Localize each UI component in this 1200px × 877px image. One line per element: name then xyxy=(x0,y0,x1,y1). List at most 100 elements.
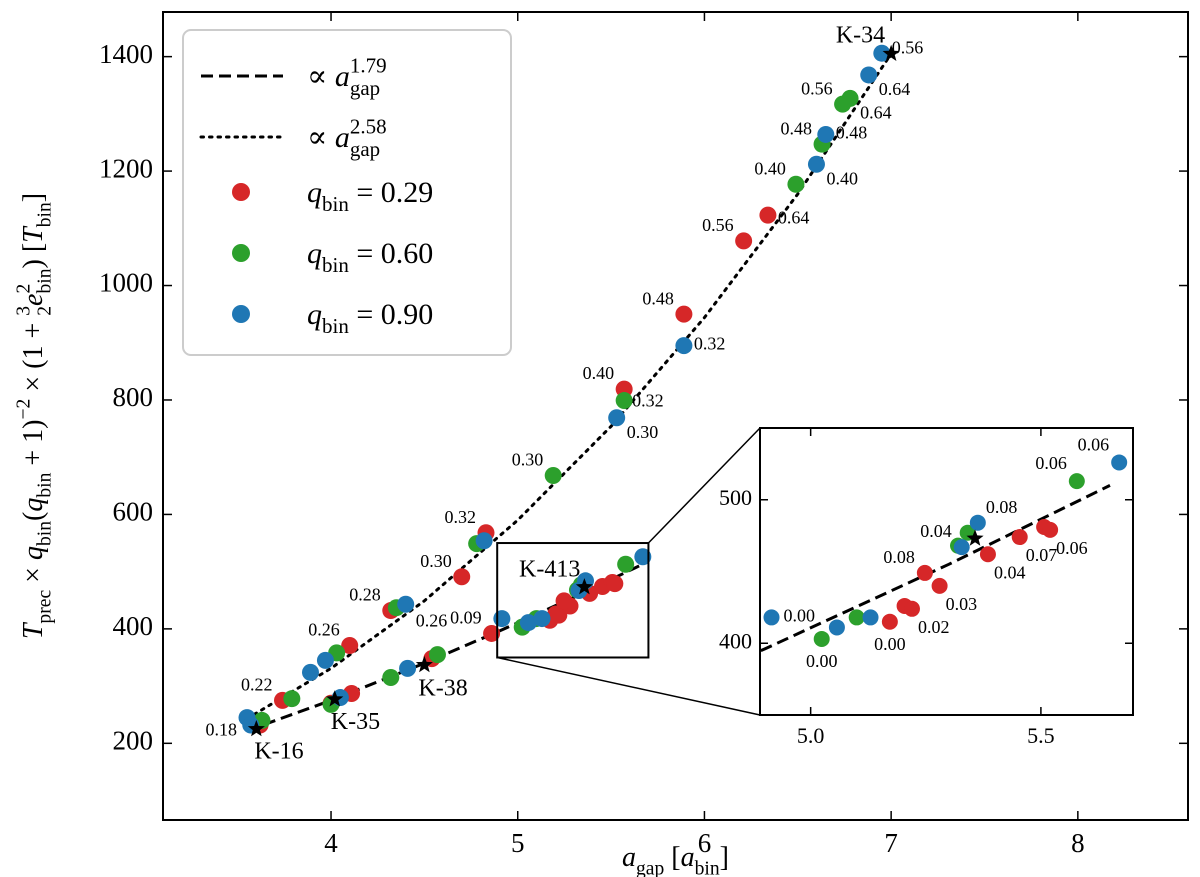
data-point xyxy=(342,825,358,841)
star-label: K-16 xyxy=(254,739,303,765)
data-point xyxy=(903,600,920,617)
point-label: 0.06 xyxy=(1078,435,1110,455)
data-point xyxy=(503,582,519,598)
point-label: 0.64 xyxy=(860,103,892,123)
point-label: 0.28 xyxy=(349,585,381,605)
text-run: = 0.90 xyxy=(349,298,433,331)
point-label: 0.07 xyxy=(1026,545,1058,565)
data-point xyxy=(397,595,415,613)
text-run: × xyxy=(18,560,49,590)
text-run: [ xyxy=(664,842,680,873)
text-run: bin xyxy=(34,268,55,293)
text-run: ∝ xyxy=(307,121,335,154)
y-tick-label: 800 xyxy=(113,382,154,412)
x-tick-label: 4 xyxy=(324,828,338,858)
data-point xyxy=(807,155,825,173)
point-label: 0.02 xyxy=(918,617,950,637)
inset-x-tick-label: 5.5 xyxy=(1027,723,1055,748)
point-label: 0.48 xyxy=(642,288,674,308)
data-point xyxy=(555,592,573,610)
data-point xyxy=(475,532,493,550)
text-run: a xyxy=(622,842,636,873)
data-point xyxy=(720,414,736,430)
data-point xyxy=(763,609,780,626)
text-run: T xyxy=(18,225,49,243)
text-run: bin xyxy=(34,521,55,546)
data-point xyxy=(135,858,151,874)
data-point xyxy=(544,467,562,485)
point-label: 0.06 xyxy=(1035,453,1067,473)
text-run: q xyxy=(307,298,322,331)
star-marker xyxy=(575,578,593,595)
point-label: 0.08 xyxy=(883,547,915,567)
text-run: = 0.29 xyxy=(349,176,433,209)
plot-area: 0.09 0.22 0.26 0.28 0.30 0.32 0.40 0.48 0.56 0.64… xyxy=(206,22,924,764)
text-run: bin xyxy=(695,858,720,877)
data-point xyxy=(533,610,551,628)
legend-marker xyxy=(232,183,250,201)
legend-label: ∝ a2.58 gap xyxy=(307,115,387,162)
text-run: q xyxy=(18,546,49,560)
point-label: 0.08 xyxy=(986,497,1018,517)
point-label: 0.64 xyxy=(879,79,911,99)
data-point xyxy=(341,636,359,654)
star-marker xyxy=(326,690,344,707)
data-point xyxy=(873,44,891,62)
y-tick-label: 600 xyxy=(113,497,154,527)
point-label: 0.48 xyxy=(836,123,868,143)
star-label: K-413 xyxy=(519,557,580,583)
text-run: prec xyxy=(34,590,55,624)
star-marker xyxy=(572,725,589,741)
data-point xyxy=(606,575,624,593)
data-point xyxy=(813,630,830,647)
x-axis-label: agap [abin] xyxy=(622,842,729,877)
x-tick-label: 5 xyxy=(511,828,525,858)
data-point xyxy=(531,734,547,750)
data-point xyxy=(608,409,626,427)
point-label: 0.18 xyxy=(206,720,238,740)
point-label: 0.56 xyxy=(892,37,924,57)
data-point xyxy=(675,305,693,323)
point-label: 0.40 xyxy=(826,168,858,188)
text-run: gap xyxy=(636,858,664,877)
data-point xyxy=(617,555,635,573)
data-point xyxy=(759,206,777,224)
zoom-box xyxy=(496,542,650,659)
point-label: 0.26 xyxy=(308,620,340,640)
point-label: 0.30 xyxy=(627,422,659,442)
point-label: 0.06 xyxy=(1056,538,1088,558)
data-point xyxy=(1111,454,1128,471)
data-point xyxy=(1065,63,1081,79)
data-point xyxy=(245,810,261,826)
data-point xyxy=(365,807,381,823)
data-point xyxy=(493,610,511,628)
text-run: −2 xyxy=(13,399,34,420)
data-point xyxy=(428,646,446,664)
star-marker xyxy=(351,811,368,827)
data-point xyxy=(931,577,948,594)
point-label: 0.04 xyxy=(994,562,1026,582)
text-run: bin xyxy=(322,192,349,216)
text-run: e xyxy=(18,294,49,306)
y-tick-label: 1400 xyxy=(99,39,153,69)
zoom-connector xyxy=(647,427,761,544)
text-run: q xyxy=(307,237,322,270)
text-run: bin xyxy=(34,202,55,227)
text-run: ∝ xyxy=(307,60,335,93)
x-tick-label: 7 xyxy=(884,828,898,858)
data-point xyxy=(675,337,693,355)
text-run: ) [ xyxy=(18,243,49,269)
text-run: T xyxy=(18,621,49,639)
text-run: 3 xyxy=(13,306,34,316)
y-tick-label: 1200 xyxy=(99,153,153,183)
data-point xyxy=(283,690,301,708)
data-point xyxy=(1011,529,1028,546)
star-label: K-38 xyxy=(418,675,467,701)
text-run: 2.58 xyxy=(350,115,387,139)
star-label: K-34 xyxy=(836,22,885,48)
data-point xyxy=(848,609,865,626)
data-point xyxy=(222,815,238,831)
